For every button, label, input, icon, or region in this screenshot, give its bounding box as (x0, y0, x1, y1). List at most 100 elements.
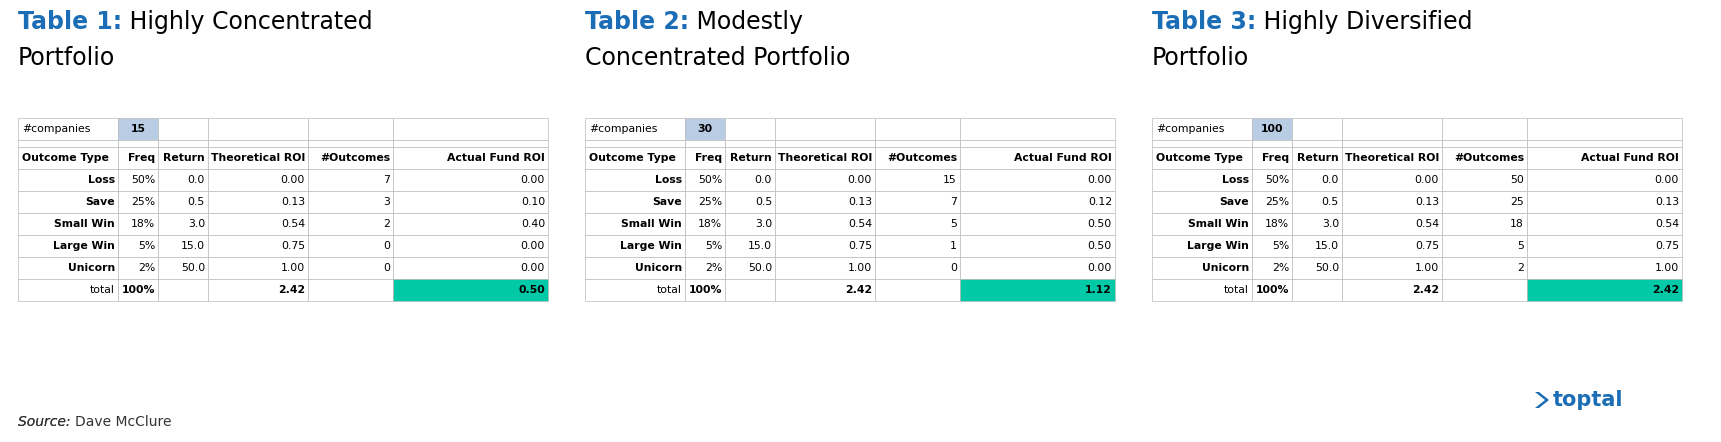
Text: 25%: 25% (131, 197, 155, 207)
Bar (685, 279, 725, 301)
Text: 15.0: 15.0 (749, 241, 773, 251)
Text: Outcome Type: Outcome Type (1157, 153, 1243, 163)
Text: Table 1:: Table 1: (17, 10, 122, 34)
Text: 5: 5 (950, 219, 957, 229)
Bar (119, 191, 158, 213)
Text: #Outcomes: #Outcomes (1454, 153, 1525, 163)
Bar (119, 169, 158, 191)
Bar (308, 213, 392, 235)
Bar (685, 140, 725, 147)
Bar (960, 118, 1115, 140)
Bar (725, 279, 774, 301)
Text: Outcome Type: Outcome Type (22, 153, 108, 163)
Bar (1527, 191, 1681, 213)
Bar (208, 213, 308, 235)
Bar (874, 118, 960, 140)
Text: Unicorn: Unicorn (635, 263, 682, 273)
Bar (392, 257, 547, 279)
Bar (1442, 235, 1527, 257)
Bar (308, 235, 392, 257)
Bar (158, 257, 208, 279)
Bar (1442, 257, 1527, 279)
Text: 1.00: 1.00 (281, 263, 305, 273)
Bar (1151, 147, 1251, 169)
Bar (17, 279, 119, 301)
Text: total: total (1224, 285, 1249, 295)
Bar (585, 257, 685, 279)
Text: Small Win: Small Win (621, 219, 682, 229)
Bar (208, 118, 308, 140)
Text: 0.13: 0.13 (281, 197, 305, 207)
Text: 100: 100 (1261, 124, 1284, 134)
Text: 5%: 5% (1272, 241, 1289, 251)
Bar (208, 235, 308, 257)
Text: 50: 50 (1509, 175, 1525, 185)
Bar (17, 147, 119, 169)
Bar (960, 279, 1115, 301)
Text: Theoretical ROI: Theoretical ROI (778, 153, 873, 163)
Text: Highly Diversified: Highly Diversified (1256, 10, 1473, 34)
Text: 0.00: 0.00 (521, 175, 546, 185)
Bar (17, 140, 119, 147)
Bar (725, 140, 774, 147)
Text: 0.54: 0.54 (281, 219, 305, 229)
Text: 0.54: 0.54 (1415, 219, 1439, 229)
Bar (158, 140, 208, 147)
Text: 7: 7 (950, 197, 957, 207)
Bar (1342, 235, 1442, 257)
Text: 2%: 2% (706, 263, 723, 273)
Text: Large Win: Large Win (1187, 241, 1249, 251)
Text: 1.00: 1.00 (1656, 263, 1680, 273)
Bar (1151, 118, 1251, 140)
Bar (1292, 257, 1342, 279)
Text: 3.0: 3.0 (188, 219, 205, 229)
Bar (960, 257, 1115, 279)
Bar (208, 147, 308, 169)
Bar (685, 257, 725, 279)
Bar (1342, 279, 1442, 301)
Text: 0.13: 0.13 (1656, 197, 1680, 207)
Bar (158, 118, 208, 140)
Bar (1251, 213, 1292, 235)
Text: 2.42: 2.42 (1411, 285, 1439, 295)
Bar (208, 279, 308, 301)
Text: 15: 15 (131, 124, 146, 134)
Bar (119, 257, 158, 279)
Text: Actual Fund ROI: Actual Fund ROI (1582, 153, 1680, 163)
Text: total: total (657, 285, 682, 295)
Bar (1251, 147, 1292, 169)
Text: 5%: 5% (138, 241, 155, 251)
Text: 2: 2 (384, 219, 391, 229)
Text: 0.75: 0.75 (848, 241, 873, 251)
Text: 0.00: 0.00 (281, 175, 305, 185)
Bar (1292, 235, 1342, 257)
Text: Portfolio: Portfolio (1151, 46, 1249, 70)
Text: 0.00: 0.00 (521, 241, 546, 251)
Bar (1251, 191, 1292, 213)
Text: 2.42: 2.42 (845, 285, 873, 295)
Text: 0.10: 0.10 (521, 197, 546, 207)
Text: 15: 15 (943, 175, 957, 185)
Text: 0.5: 0.5 (188, 197, 205, 207)
Bar (874, 191, 960, 213)
Bar (774, 118, 874, 140)
Bar (874, 257, 960, 279)
Bar (392, 118, 547, 140)
Text: Unicorn: Unicorn (1201, 263, 1249, 273)
Bar (725, 191, 774, 213)
Bar (119, 235, 158, 257)
Bar (392, 147, 547, 169)
Bar (308, 169, 392, 191)
Text: Return: Return (163, 153, 205, 163)
Bar (585, 118, 685, 140)
Text: 100%: 100% (122, 285, 155, 295)
Bar (1151, 279, 1251, 301)
Text: 15.0: 15.0 (181, 241, 205, 251)
Text: 50%: 50% (1265, 175, 1289, 185)
Bar (392, 213, 547, 235)
Bar (158, 235, 208, 257)
Text: 5: 5 (1518, 241, 1525, 251)
Text: 50.0: 50.0 (181, 263, 205, 273)
Bar (308, 147, 392, 169)
Bar (1342, 169, 1442, 191)
